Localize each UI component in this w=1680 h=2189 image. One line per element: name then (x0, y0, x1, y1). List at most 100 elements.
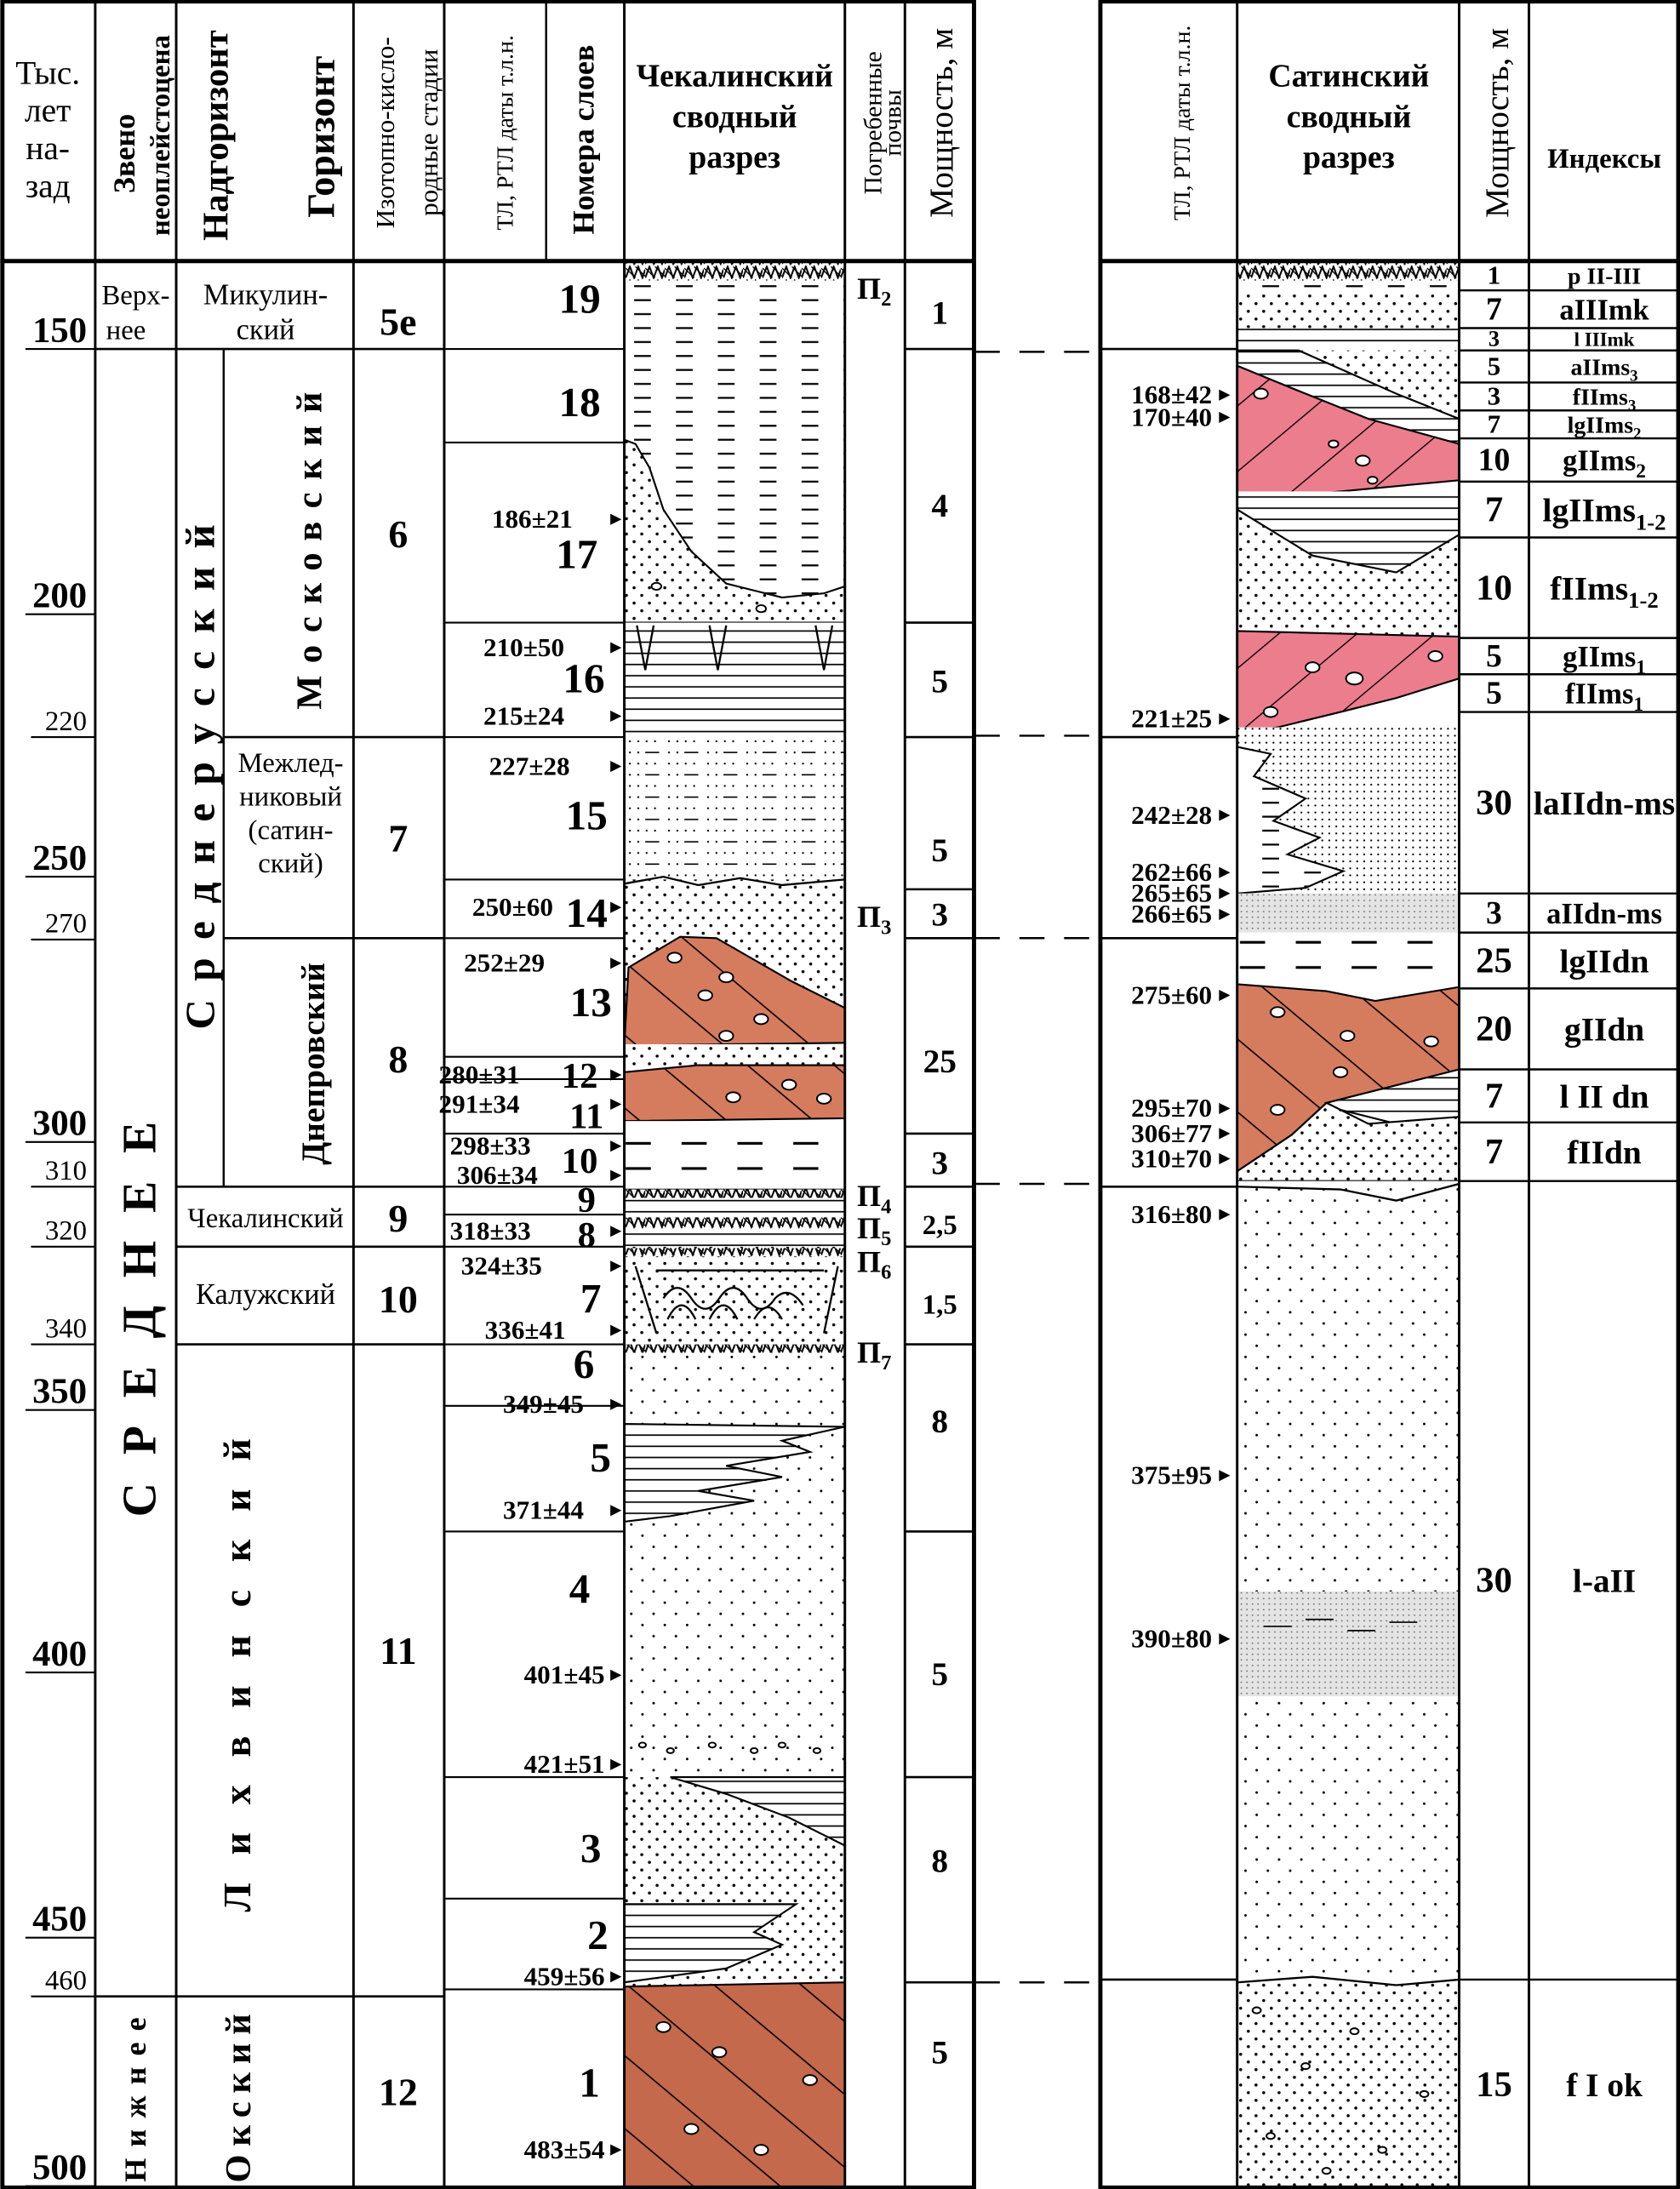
buried-soil-label: П7 (857, 1335, 891, 1375)
date-pointer-icon (1219, 809, 1231, 821)
zveno-middle: СРЕДНЕЕ (113, 1094, 166, 1517)
loam-layer-19 (624, 280, 845, 350)
pebble-icon (815, 1093, 832, 1105)
thickness-value-right: 15 (1476, 2065, 1512, 2105)
thickness-value-right: 7 (1485, 1132, 1503, 1172)
genetic-index-subscript: 1 (1633, 694, 1643, 716)
genetic-index: fIIdn (1567, 1134, 1642, 1171)
date-pointer-icon (1219, 1102, 1231, 1114)
age-tick-label: 250 (32, 838, 87, 878)
date-pointer-icon (610, 1398, 622, 1410)
soil-horizon (624, 260, 845, 281)
buried-soil-label: П5 (857, 1211, 891, 1250)
thickness-value: 5 (931, 2033, 948, 2071)
layer-number: 14 (566, 889, 608, 936)
pebble-icon (1328, 439, 1340, 449)
zveno-upper: Верх- (101, 281, 169, 311)
thickness-value-right: 5 (1486, 675, 1502, 711)
thickness-value-right: 1 (1488, 260, 1501, 290)
pebble-icon (750, 1747, 759, 1754)
buried-soil-label-subscript: 7 (881, 1352, 891, 1375)
genetic-index: aIIdn-ms (1546, 898, 1662, 930)
genetic-index-subscript: 1-2 (1636, 509, 1666, 534)
layer-number: 1 (579, 2060, 600, 2106)
pebble-icon (1427, 650, 1443, 662)
cryoturbation (666, 1304, 783, 1320)
loam-layer-10 (624, 1121, 845, 1184)
pebble-icon (1423, 1035, 1439, 1048)
genetic-index-main: lgIIms (1543, 491, 1636, 529)
header-tl-dates: ТЛ, РТЛ даты т.л.н. (492, 35, 518, 230)
clay-lens-5 (623, 1423, 845, 1523)
header-buried-soils: Погребенные (860, 51, 887, 194)
genetic-index: gIIms2 (1563, 445, 1646, 483)
soil-P4 (624, 1189, 845, 1198)
genetic-index-main: laIIdn-ms (1534, 785, 1675, 822)
date-pointer-icon (1219, 1128, 1231, 1140)
age-tick-label: 270 (45, 909, 87, 940)
age-tick-label: 500 (32, 2148, 87, 2188)
date-pointer-icon (610, 1260, 622, 1272)
pebble-icon (711, 2046, 728, 2059)
genetic-index: lgIIms2 (1568, 412, 1642, 443)
genetic-index-main: l IIImk (1574, 329, 1635, 351)
genetic-index-main: lgIIdn (1560, 942, 1649, 980)
contact-line (1237, 1975, 1460, 1986)
layer-number: 6 (574, 1340, 595, 1387)
pebble-icon (1305, 661, 1321, 673)
pebble-icon (777, 1741, 787, 1749)
header-gorizont: Горизонт (299, 56, 342, 218)
genetic-index-main: gIIms (1563, 641, 1636, 673)
thickness-value-right: 3 (1486, 895, 1502, 931)
tl-date: 252±29 (464, 948, 545, 978)
date-pointer-icon (1219, 389, 1231, 401)
clay-lens-3 (670, 1776, 846, 1848)
tl-date: 371±44 (503, 1495, 584, 1525)
buried-soil-label-main: П (857, 1179, 881, 1213)
pebble-icon (1270, 1104, 1286, 1116)
layer-number: 15 (566, 792, 608, 838)
thickness-value: 2,5 (923, 1210, 957, 1241)
buried-soil-label-subscript: 6 (881, 1261, 891, 1284)
thickness-value-right: 3 (1489, 327, 1500, 351)
thickness-value-right: 7 (1485, 489, 1503, 529)
date-pointer-icon (1219, 713, 1231, 725)
pebble-icon (718, 971, 734, 984)
layer-number: 9 (578, 1180, 596, 1220)
date-pointer-icon (610, 1505, 622, 1517)
genetic-index-main: gIIdn (1564, 1011, 1644, 1049)
pebble-icon (707, 1741, 717, 1749)
pebble-icon (1349, 2027, 1360, 2036)
buried-soil-label-main: П (857, 1335, 881, 1369)
soil-P7 (624, 1344, 845, 1353)
tl-date-right: 266±65 (1131, 899, 1212, 929)
tl-date: 483±54 (524, 2135, 605, 2164)
tl-date: 336±41 (485, 1315, 566, 1345)
buried-soil-label-main: П (857, 900, 881, 934)
genetic-index: l-aII (1573, 1563, 1636, 1600)
thickness-value: 4 (931, 487, 948, 524)
gorizont-moscow: Московский (290, 380, 330, 710)
header-section-title-right: разрез (1303, 140, 1395, 175)
date-pointer-icon (610, 1169, 622, 1181)
layer-number: 13 (570, 979, 612, 1026)
genetic-index: fIIms1 (1565, 677, 1643, 716)
clay-layer-16 (624, 622, 845, 738)
thickness-value: 5 (931, 1655, 948, 1693)
date-pointer-icon (610, 1758, 622, 1770)
sand-layer-4 (624, 1531, 845, 1778)
soil-P6 (624, 1248, 845, 1257)
layer-number: 17 (556, 531, 597, 578)
pebble-icon (725, 1091, 741, 1104)
date-pointer-icon (610, 2144, 622, 2156)
clay-lIIImk (1237, 328, 1460, 351)
thickness-value: 5 (931, 663, 948, 700)
thickness-value-right: 3 (1488, 381, 1501, 411)
header-age: лет (25, 92, 71, 129)
pebble-icon (666, 952, 683, 964)
sandy-loam-layer-15 (624, 737, 845, 880)
genetic-index-main: fIIms (1573, 385, 1628, 411)
pebble-icon (812, 1747, 822, 1754)
genetic-index-subscript: 3 (1628, 397, 1636, 415)
